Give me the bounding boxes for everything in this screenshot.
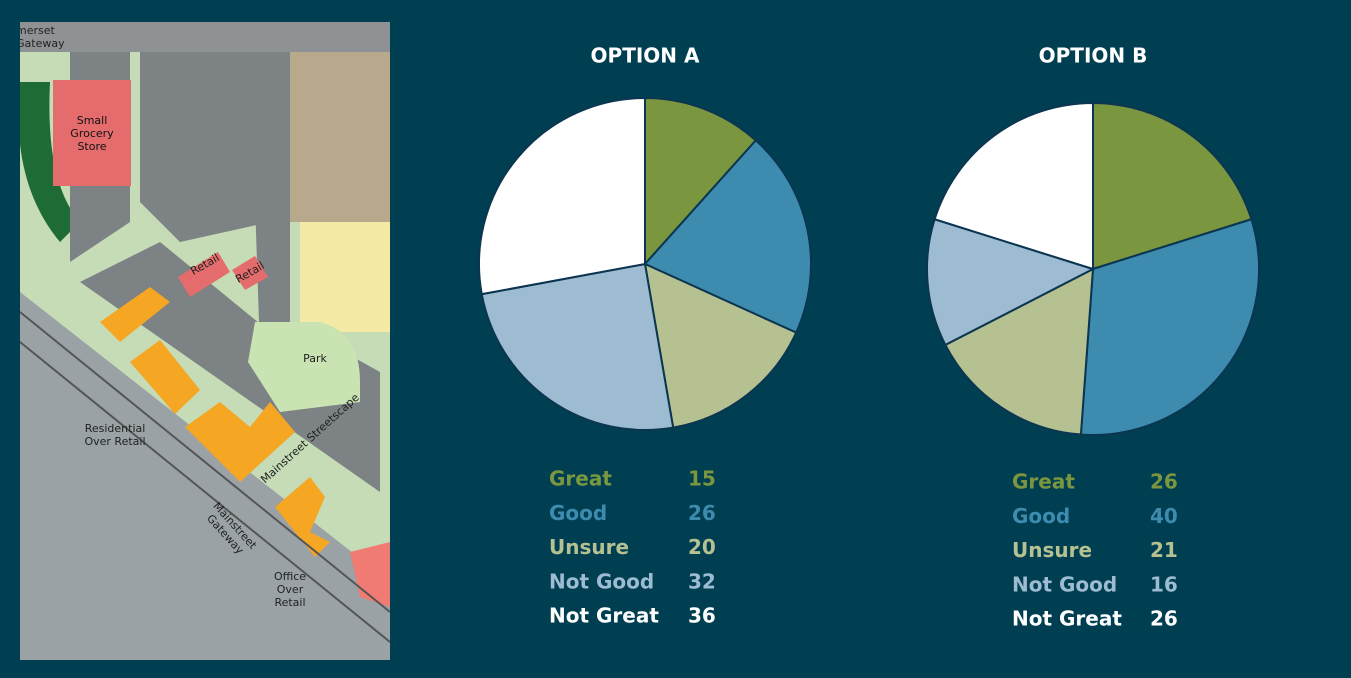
pie-slice (643, 138, 812, 334)
pie-slice (933, 101, 1094, 271)
legend-value: 16 (1150, 572, 1178, 596)
pie-slice (480, 262, 675, 431)
legend-value: 21 (1150, 538, 1178, 562)
legend-label: Not Good (1012, 572, 1117, 596)
map-drawing (20, 22, 390, 660)
pie-slice (643, 262, 798, 429)
legend-label: Good (549, 501, 607, 525)
map-label: Residential Over Retail (84, 422, 146, 448)
chart-title: OPTION A (591, 44, 700, 68)
legend-label: Not Great (549, 604, 659, 628)
pie-slice (644, 96, 758, 267)
legend-label: Not Great (1012, 607, 1122, 631)
legend-value: 26 (1150, 607, 1178, 631)
legend-label: Unsure (549, 535, 629, 559)
pie-slice (1092, 101, 1253, 271)
legend-label: Great (1012, 470, 1075, 494)
legend-label: Unsure (1012, 538, 1092, 562)
chart-title: OPTION B (1039, 44, 1148, 68)
site-map: merset Gateway Small Grocery Store Retai… (20, 22, 390, 660)
legend-value: 15 (688, 467, 716, 491)
legend-value: 20 (688, 535, 716, 559)
pie-slice (478, 96, 646, 296)
legend-label: Great (549, 467, 612, 491)
pie-slice (1079, 217, 1260, 436)
map-label: Park (303, 352, 327, 365)
map-label: Small Grocery Store (70, 114, 114, 153)
pie-slice (944, 267, 1095, 436)
legend-value: 40 (1150, 504, 1178, 528)
pie-slice (926, 217, 1096, 347)
legend-value: 36 (688, 604, 716, 628)
legend-value: 26 (1150, 470, 1178, 494)
legend-value: 32 (688, 569, 716, 593)
map-label: Office Over Retail (273, 570, 307, 609)
legend-value: 26 (688, 501, 716, 525)
map-label: merset Gateway (20, 24, 65, 50)
legend-label: Good (1012, 504, 1070, 528)
legend-label: Not Good (549, 569, 654, 593)
